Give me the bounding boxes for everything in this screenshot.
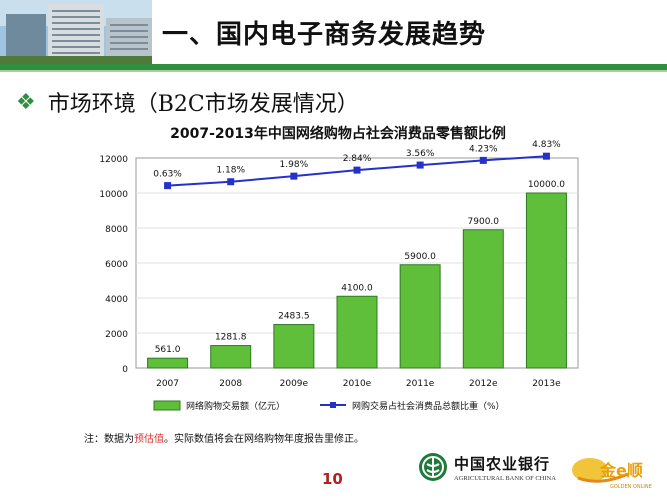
bar-2011e [399,264,441,369]
share-marker-2011e [416,161,424,169]
share-marker-2010e [353,166,361,174]
share-value-label: 4.23% [469,144,498,154]
abc-logo: 中国农业银行 AGRICULTURAL BANK OF CHINA [418,452,556,482]
legend-line-label: 网购交易占社会消费品总额比重（%） [352,400,505,412]
bank-name-cn: 中国农业银行 [454,454,551,473]
chart-legend: 网络购物交易额（亿元） 网购交易占社会消费品总额比重（%） [153,400,505,412]
x-tick-label: 2010e [343,379,372,389]
y-tick-label: 12000 [99,155,128,165]
header-divider [0,64,667,70]
share-value-label: 2.84% [343,154,372,164]
share-marker-2008 [227,178,235,186]
footnote-highlight: 预估值 [134,434,164,445]
share-marker-2013e [542,152,550,160]
y-tick-label: 8000 [105,225,128,235]
share-value-label: 1.18% [216,166,245,176]
y-tick-label: 0 [122,365,128,375]
legend-bar-label: 网络购物交易额（亿元） [186,400,285,412]
share-value-label: 4.83% [532,140,561,150]
retail-share-chart: 2007-2013年中国网络购物占社会消费品零售额比例 0 2000 4000 600… [99,125,579,412]
footnote-prefix: 注：数据为 [84,434,134,445]
y-tick-label: 2000 [105,330,128,340]
footnote: 注：数据为预估值。实际数值将会在网络购物年度报告里修正。 [84,430,364,445]
abc-emblem-icon [419,453,447,481]
x-tick-label: 2011e [406,379,435,389]
y-tick-label: 4000 [105,295,128,305]
legend-bar-swatch [153,400,181,411]
x-tick-label: 2007 [156,379,179,389]
bar-2010e [336,295,378,369]
y-tick-label: 6000 [105,260,128,270]
bar-value-label: 7900.0 [468,217,500,227]
x-tick-label: 2013e [532,379,561,389]
share-marker-2012e [479,156,487,164]
bar-2013e [525,192,567,369]
bar-value-label: 5900.0 [404,252,436,262]
office-building-photo [0,0,152,64]
bar-value-label: 1281.8 [215,333,247,343]
bar-2009e [273,324,315,369]
page-number: 10 [322,470,343,488]
legend-line-marker [330,402,336,408]
golden-logo-en: GOLDEN ONLINE [610,484,652,490]
bar-value-label: 2483.5 [278,312,310,322]
bank-name-en: AGRICULTURAL BANK OF CHINA [454,474,556,482]
section-subtitle: 市场环境（B2C市场发展情况） [47,92,359,117]
bar-2008 [210,345,252,369]
golden-online-logo: 金e顺 GOLDEN ONLINE [572,458,652,490]
bar-value-label: 561.0 [155,345,181,355]
bar-2007 [147,357,189,369]
header-divider-light [0,70,667,72]
diamond-bullet-icon: ❖ [16,89,36,115]
share-value-label: 1.98% [280,160,309,170]
section-heading: ❖ 市场环境（B2C市场发展情况） [16,86,359,118]
share-value-label: 3.56% [406,149,435,159]
x-tick-label: 2009e [280,379,309,389]
share-marker-2009e [290,172,298,180]
bar-2012e [462,229,504,369]
share-marker-2007 [164,182,172,190]
page-title: 一、国内电子商务发展趋势 [162,20,487,50]
golden-logo-cn: 金e顺 [599,461,643,480]
x-tick-label: 2008 [219,379,242,389]
y-tick-label: 10000 [99,190,128,200]
x-tick-label: 2012e [469,379,498,389]
bar-value-label: 10000.0 [528,180,565,190]
chart-title: 2007-2013年中国网络购物占社会消费品零售额比例 [170,125,506,142]
bar-value-label: 4100.0 [341,283,373,293]
share-value-label: 0.63% [153,170,182,180]
footnote-suffix: 。实际数值将会在网络购物年度报告里修正。 [164,434,364,445]
